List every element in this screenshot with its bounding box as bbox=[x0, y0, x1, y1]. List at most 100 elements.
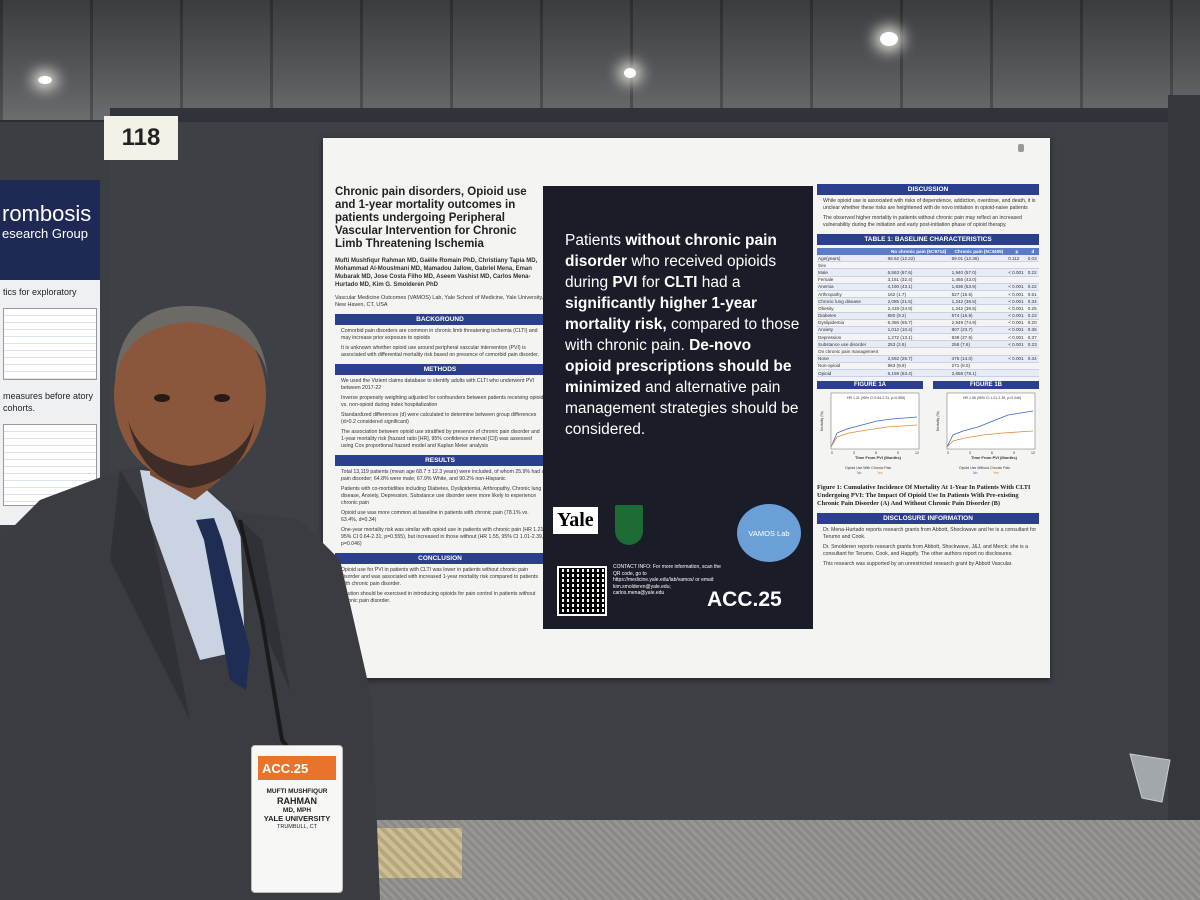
table-cell: 1,012 (10.4) bbox=[886, 326, 951, 335]
table-cell: Female bbox=[817, 276, 887, 284]
table-cell bbox=[1007, 362, 1027, 371]
table-row: Arthropathy 162 (1.7) 527 (15.5) < 0.001 0.5… bbox=[817, 290, 1039, 299]
badge-logo: ACC.25 bbox=[258, 756, 336, 780]
badge-name-line1: MUFTI MUSHFIQUR bbox=[266, 788, 328, 795]
neighbour-header-line1: rombosis bbox=[2, 201, 92, 226]
table-row: On chronic pain management bbox=[817, 347, 1039, 356]
badge-location: TRUMBULL, CT bbox=[276, 824, 318, 830]
table-cell: 68.62 (12.22) bbox=[886, 255, 951, 263]
neighbour-header-line2: esearch Group bbox=[2, 226, 88, 241]
methods-item: We used the Vizient claims database to i… bbox=[341, 378, 535, 391]
figure-1a-xtick: 0 bbox=[831, 451, 833, 455]
results-item: Patients with co-morbidities including D… bbox=[341, 486, 542, 506]
table-row: Obesity 2,418 (24.9) 1,242 (36.5) < 0.001 0.… bbox=[817, 304, 1039, 313]
figure-1a-xtick: 12 bbox=[915, 451, 919, 455]
table-cell: 574 (16.9) bbox=[950, 312, 1008, 320]
table-cell: 1,465 (43.0) bbox=[950, 276, 1008, 284]
contact-info: CONTACT INFO: For more information, scan… bbox=[613, 564, 721, 596]
table-cell: Dyslipidemia bbox=[817, 319, 887, 327]
table-cell: < 0.001 bbox=[1007, 297, 1027, 306]
table-row: Depression 1,272 (13.1) 939 (27.6) < 0.001 0… bbox=[817, 333, 1039, 342]
figure-1a-legend-item: No bbox=[857, 471, 862, 475]
table-cell: Substance use disorder bbox=[817, 340, 887, 349]
badge-name-line2: RAHMAN bbox=[277, 796, 317, 806]
table-row: None 2,592 (26.7) 476 (14.0) < 0.001 0.34 bbox=[817, 355, 1039, 363]
table-cell: 2,085 (21.5) bbox=[886, 297, 951, 306]
figure-1b-xtick: 0 bbox=[947, 451, 949, 455]
table-cell: 271 (8.0) bbox=[950, 362, 1008, 371]
table-cell bbox=[950, 347, 1008, 356]
table-cell: 1,242 (36.5) bbox=[950, 304, 1008, 313]
table-cell: 880 (9.2) bbox=[886, 312, 951, 320]
poster-left-column: Chronic pain disorders, Opioid use and 1… bbox=[335, 186, 545, 608]
figure-1b-hr: HR 1.55 (95% CI 1.01-2.39, p=0.046) bbox=[963, 396, 1021, 400]
table-cell: 6,563 (67.6) bbox=[886, 268, 951, 277]
table-cell: Anxiety bbox=[817, 326, 887, 335]
table-cell: Non-opioid bbox=[817, 362, 887, 371]
table-cell: 258 (7.6) bbox=[950, 340, 1008, 349]
background-item: It is unknown whether opioid use around … bbox=[341, 345, 539, 358]
ceiling-light bbox=[880, 32, 898, 46]
table-cell: < 0.001 bbox=[1007, 355, 1027, 363]
table-cell: 69.01 (12.36) bbox=[950, 255, 1008, 263]
table-cell: < 0.001 bbox=[1007, 319, 1027, 327]
table-cell bbox=[1007, 261, 1027, 270]
section-disclosure: DISCLOSURE INFORMATION bbox=[817, 513, 1039, 525]
table-header: Chronic pain (N=3405) bbox=[950, 248, 1008, 255]
table-cell: 0.23 bbox=[1026, 340, 1039, 349]
figure-1b-legend-item: Yes bbox=[993, 471, 999, 475]
figure-1a-legend-item: Yes bbox=[877, 471, 883, 475]
table-cell: 0.36 bbox=[1026, 326, 1039, 335]
table-cell: 3,151 (32.4) bbox=[886, 276, 951, 284]
table-cell: Sex bbox=[817, 261, 887, 270]
table-cell: Arthropathy bbox=[817, 290, 887, 299]
badge-org: YALE UNIVERSITY bbox=[263, 814, 331, 823]
figure-1b: FIGURE 1B HR 1.55 (95% CI 1.01-2.39, p=0… bbox=[933, 381, 1039, 480]
methods-item: Standardized differences (d) were calcul… bbox=[341, 412, 537, 425]
figure-1a-title: FIGURE 1A bbox=[817, 381, 923, 390]
table-cell: 253 (2.6) bbox=[886, 340, 951, 349]
table-cell: 0.25 bbox=[1026, 304, 1039, 313]
table-row: Diabetes 880 (9.2) 574 (16.9) < 0.001 0.23 bbox=[817, 312, 1039, 320]
figure-1a-legend: Opioid Use With Chronic Pain bbox=[845, 466, 891, 470]
table-cell: < 0.001 bbox=[1007, 304, 1027, 313]
table-cell bbox=[1007, 347, 1027, 356]
neighbour-table bbox=[3, 308, 97, 380]
table-cell: 162 (1.7) bbox=[886, 290, 951, 299]
table-cell bbox=[950, 261, 1008, 270]
ceiling bbox=[0, 0, 1200, 120]
key-message: Patients without chronic pain disorder w… bbox=[565, 232, 800, 438]
table-cell: < 0.001 bbox=[1007, 268, 1027, 277]
figure-1b-xtick: 3 bbox=[969, 451, 971, 455]
table-row: Sex bbox=[817, 261, 1039, 270]
floor-mat bbox=[372, 828, 462, 878]
figure-1a-xtick: 9 bbox=[897, 451, 899, 455]
table-cell: 6,386 (65.7) bbox=[886, 319, 951, 327]
badge-text: MUFTI MUSHFIQUR RAHMAN MD, MPH YALE UNIV… bbox=[252, 788, 342, 831]
table-row: Dyslipidemia 6,386 (65.7) 2,549 (74.9) < 0.… bbox=[817, 319, 1039, 327]
table-cell: 0.51 bbox=[1026, 290, 1039, 299]
table-cell bbox=[1026, 369, 1039, 378]
poster-affiliation: Vascular Medicine Outcomes (VAMOS) Lab, … bbox=[335, 295, 544, 308]
figure-1a-plot: HR 1.21 (95% CI 0.64-2.31, p=0.555) Mort… bbox=[820, 392, 920, 475]
poster-title: Chronic pain disorders, Opioid use and 1… bbox=[335, 186, 527, 250]
methods-item: The association between opioid use strat… bbox=[341, 429, 540, 449]
figure-caption: Figure 1: Cumulative Incidence Of Mortal… bbox=[817, 484, 1031, 508]
neighbour-poster-header: rombosis esearch Group bbox=[0, 180, 100, 280]
conclusion-item: Opioid use for PVI in patients with CLTI… bbox=[341, 567, 538, 587]
table-cell: Age(years) bbox=[817, 255, 887, 263]
table-cell: < 0.001 bbox=[1007, 312, 1027, 320]
figure-1b-xtick: 9 bbox=[1013, 451, 1015, 455]
table-row: Male 6,563 (67.6) 1,940 (57.0) < 0.001 0.22 bbox=[817, 268, 1039, 277]
disclosure-item: This research was supported by an unrest… bbox=[823, 561, 1013, 568]
table-cell: 0.22 bbox=[1026, 283, 1039, 291]
table-row: Age(years) 68.62 (12.22) 69.01 (12.36) 0.11… bbox=[817, 255, 1039, 263]
table-row: Female 3,151 (32.4) 1,465 (43.0) bbox=[817, 276, 1039, 284]
table-header: d bbox=[1026, 248, 1039, 255]
section-methods: METHODS bbox=[335, 364, 545, 375]
booth-number: 118 bbox=[104, 116, 178, 160]
poster-right-column: DISCUSSION While opioid use is associate… bbox=[817, 184, 1039, 571]
methods-item: Inverse propensity weighting adjusted fo… bbox=[341, 395, 544, 408]
table-cell: None bbox=[817, 355, 887, 363]
